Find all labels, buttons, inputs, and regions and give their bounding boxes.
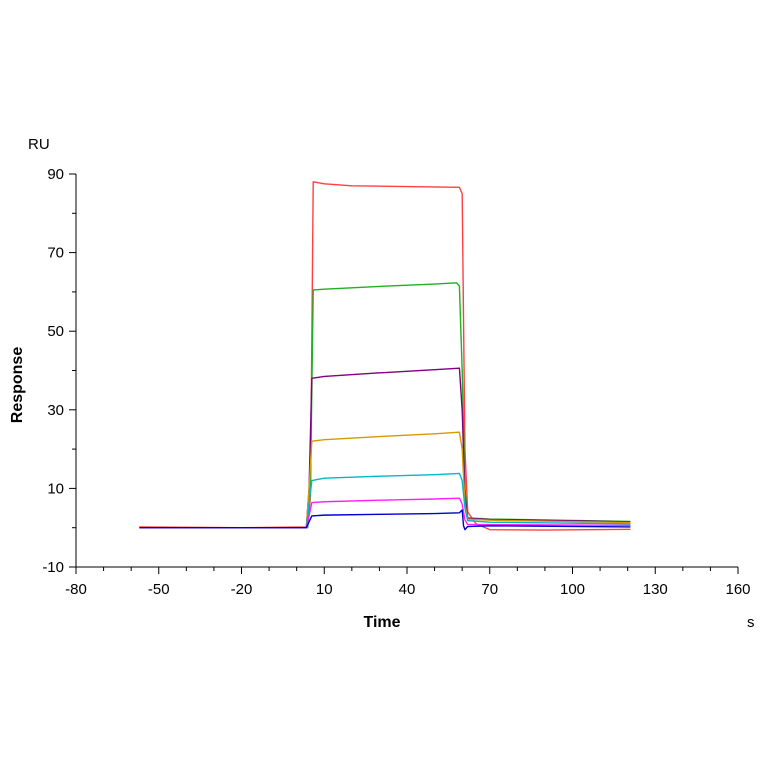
y-tick-label: -10 [42, 559, 64, 576]
series-line-5 [139, 472, 631, 529]
series-layer [139, 181, 631, 531]
x-axis-title: Time [363, 614, 400, 631]
x-tick-label: -20 [231, 581, 253, 598]
axes: -80 -50 -20 10 40 70 100 130 160 -10 10 30 50 70 90 [42, 166, 750, 598]
y-tick-label: 10 [47, 480, 64, 497]
y-unit-label: RU [28, 136, 50, 153]
y-tick-label: 90 [47, 166, 64, 183]
series-line-2 [139, 282, 631, 529]
series-line-4 [139, 431, 631, 529]
x-unit-label: s [747, 614, 755, 631]
y-axis-title: Response [9, 347, 26, 424]
series-line-1 [139, 181, 631, 531]
series-line-7 [139, 509, 631, 531]
x-tick-label: 130 [643, 581, 668, 598]
series-line-6 [139, 497, 631, 529]
x-tick-label: 70 [481, 581, 498, 598]
x-tick-label: 40 [399, 581, 416, 598]
x-tick-label: -50 [148, 581, 170, 598]
series-line-3 [139, 367, 631, 529]
labels-layer: RU s Time Response [9, 136, 755, 631]
x-tick-label: 160 [725, 581, 750, 598]
y-tick-label: 50 [47, 323, 64, 340]
x-tick-label: -80 [65, 581, 87, 598]
y-tick-label: 70 [47, 245, 64, 262]
x-tick-label: 100 [560, 581, 585, 598]
x-tick-label: 10 [316, 581, 333, 598]
y-tick-label: 30 [47, 402, 64, 419]
